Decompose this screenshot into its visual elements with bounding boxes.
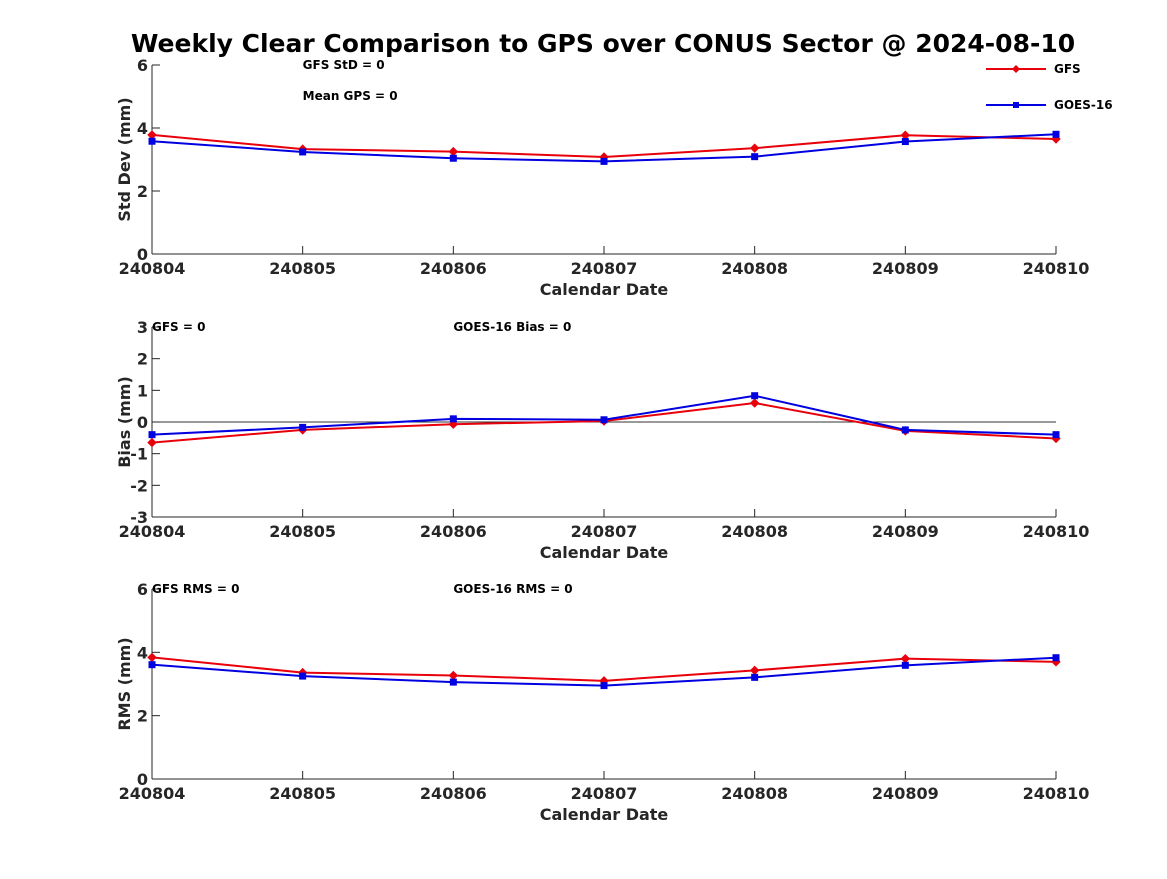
y-tick-label: 0 xyxy=(137,770,148,789)
x-tick-label: 240810 xyxy=(1023,784,1090,803)
y-tick-label: 0 xyxy=(137,245,148,264)
chart-title: Weekly Clear Comparison to GPS over CONU… xyxy=(131,29,1075,58)
y-tick-label: 6 xyxy=(137,56,148,75)
data-point-goes-16 xyxy=(901,426,909,434)
x-tick-label: 240805 xyxy=(269,259,336,278)
y-tick-label: 4 xyxy=(137,643,148,662)
data-point-goes-16 xyxy=(1052,431,1060,439)
x-axis-label: Calendar Date xyxy=(540,805,669,824)
x-tick-label: 240809 xyxy=(872,522,939,541)
data-point-goes-16 xyxy=(148,661,156,669)
data-point-goes-16 xyxy=(751,392,759,400)
annotation-text: GFS RMS = 0 xyxy=(152,582,239,596)
legend-marker-gfs xyxy=(1012,65,1020,73)
data-point-goes-16 xyxy=(600,682,608,690)
x-tick-label: 240807 xyxy=(571,522,638,541)
y-tick-label: -3 xyxy=(130,508,148,527)
x-tick-label: 240809 xyxy=(872,259,939,278)
y-tick-label: 0 xyxy=(137,413,148,432)
data-point-goes-16 xyxy=(1052,654,1060,662)
x-tick-label: 240808 xyxy=(721,259,788,278)
data-point-gfs xyxy=(749,398,760,408)
data-point-gfs xyxy=(749,143,760,153)
data-point-gfs xyxy=(147,437,157,448)
panel-rms: 0 2 4 6 240804 240805 240806 240807 240808 240809… xyxy=(115,580,1089,824)
x-tick-label: 240810 xyxy=(1023,259,1090,278)
x-tick-label: 240810 xyxy=(1023,522,1090,541)
legend-label-goes-16: GOES-16 xyxy=(1054,98,1113,112)
y-tick-label: -2 xyxy=(130,476,148,495)
y-tick-label: 2 xyxy=(137,707,148,726)
y-tick-label: 2 xyxy=(137,350,148,369)
annotation-text: Mean GPS = 0 xyxy=(303,89,398,103)
legend-label-gfs: GFS xyxy=(1054,62,1081,76)
data-point-goes-16 xyxy=(901,138,909,146)
x-tick-label: 240805 xyxy=(269,784,336,803)
x-tick-label: 240808 xyxy=(721,784,788,803)
y-tick-label: 1 xyxy=(137,381,148,400)
panel-std: 0 2 4 6 240804 240805 240806 240807 240808 240809… xyxy=(115,56,1089,299)
data-point-goes-16 xyxy=(449,678,457,686)
x-tick-label: 240804 xyxy=(119,522,186,541)
data-point-gfs xyxy=(448,146,459,157)
y-tick-label: 2 xyxy=(137,182,148,201)
y-axis-label: Bias (mm) xyxy=(115,376,134,468)
data-point-goes-16 xyxy=(299,672,307,680)
data-point-goes-16 xyxy=(148,137,156,145)
x-tick-label: 240808 xyxy=(721,522,788,541)
annotation-text: GFS = 0 xyxy=(152,320,205,334)
data-point-goes-16 xyxy=(299,148,307,156)
x-tick-label: 240806 xyxy=(420,522,487,541)
data-point-goes-16 xyxy=(901,661,909,669)
x-tick-label: 240806 xyxy=(420,259,487,278)
legend: GFS GOES-16 xyxy=(986,62,1113,112)
data-point-goes-16 xyxy=(449,154,457,162)
x-tick-label: 240807 xyxy=(571,784,638,803)
data-point-goes-16 xyxy=(299,423,307,431)
data-point-gfs xyxy=(749,665,760,676)
series-line-goes-16 xyxy=(151,394,1057,436)
annotation-text: GFS StD = 0 xyxy=(303,58,385,72)
data-point-goes-16 xyxy=(148,431,156,439)
data-point-goes-16 xyxy=(751,153,759,161)
x-tick-label: 240806 xyxy=(420,784,487,803)
x-tick-label: 240804 xyxy=(119,784,186,803)
data-point-goes-16 xyxy=(751,673,759,681)
x-tick-label: 240805 xyxy=(269,522,336,541)
y-tick-label: 4 xyxy=(137,119,148,138)
data-point-goes-16 xyxy=(1052,130,1060,138)
x-axis-label: Calendar Date xyxy=(540,280,669,299)
legend-marker-goes-16 xyxy=(1013,102,1019,108)
data-point-gfs xyxy=(147,652,157,663)
y-axis-label: RMS (mm) xyxy=(115,637,134,730)
y-axis-label: Std Dev (mm) xyxy=(115,97,134,221)
y-tick-label: -1 xyxy=(130,445,148,464)
y-tick-label: 6 xyxy=(137,580,148,599)
data-point-goes-16 xyxy=(600,157,608,165)
x-tick-label: 240807 xyxy=(571,259,638,278)
data-point-gfs xyxy=(448,670,459,681)
data-point-gfs xyxy=(900,653,911,664)
x-axis-label: Calendar Date xyxy=(540,543,669,562)
y-tick-label: 3 xyxy=(137,318,148,337)
data-point-goes-16 xyxy=(449,415,457,423)
panel-bias: -3 -2 -1 0 1 2 3 240804 240805 240806 240807 240808… xyxy=(115,318,1089,562)
annotation-text: GOES-16 Bias = 0 xyxy=(453,320,571,334)
data-point-goes-16 xyxy=(600,416,608,424)
annotation-text: GOES-16 RMS = 0 xyxy=(453,582,572,596)
x-tick-label: 240804 xyxy=(119,259,186,278)
x-tick-label: 240809 xyxy=(872,784,939,803)
